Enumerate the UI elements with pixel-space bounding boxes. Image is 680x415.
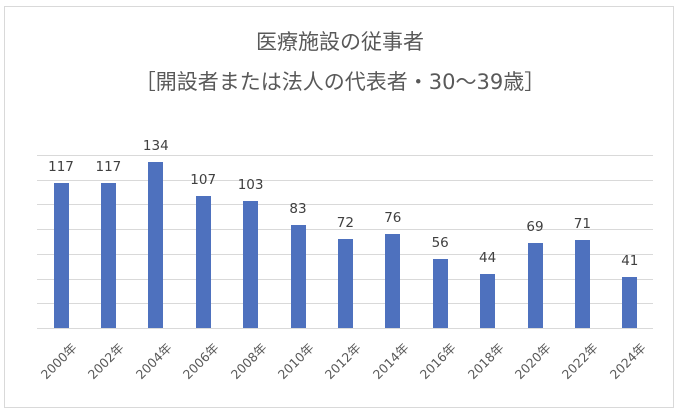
data-label: 107 [190,171,217,188]
bar [385,234,401,328]
data-label: 69 [526,218,544,235]
gridline [37,328,653,329]
chart-title: 医療施設の従事者 [256,30,424,54]
bar [148,162,164,328]
bar [480,273,496,328]
data-label: 83 [289,201,307,218]
gridline [37,204,653,206]
bar [290,225,306,328]
data-label: 103 [237,176,264,193]
data-label: 117 [95,159,122,176]
bar [53,183,69,328]
data-label: 41 [621,253,639,270]
chart-subtitle: ［開設者または法人の代表者・30〜39歳］ [134,70,546,94]
data-label: 71 [573,216,591,233]
bar [432,258,448,328]
gridline [37,179,653,181]
gridline [37,229,653,231]
bar [527,242,543,328]
data-label: 134 [142,138,169,155]
bar [195,195,211,328]
data-label: 44 [479,249,497,266]
bar [337,239,353,328]
bar [574,240,590,328]
data-label: 56 [431,234,449,251]
data-label: 117 [48,159,74,176]
bar [100,183,116,328]
data-label: 76 [384,210,402,227]
data-label: 72 [336,215,354,232]
bar [622,277,638,328]
gridline [37,155,653,156]
bar [243,200,259,328]
